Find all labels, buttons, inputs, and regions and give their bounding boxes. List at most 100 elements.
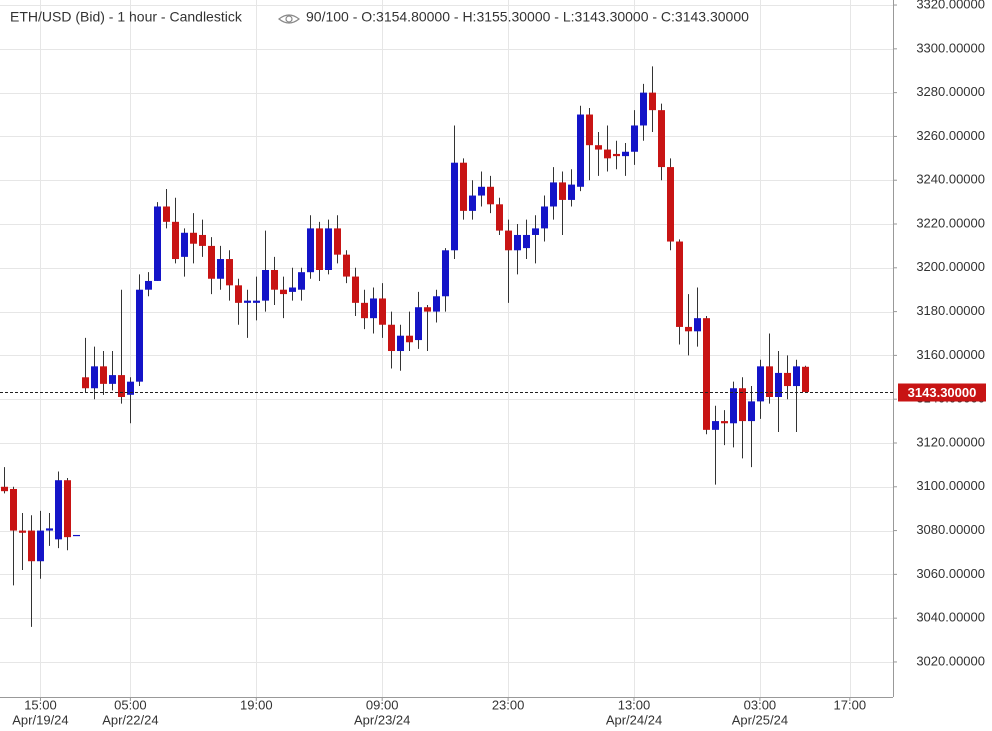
candle-body: [568, 184, 575, 200]
x-date-label: Apr/23/24: [354, 712, 410, 727]
candle-body: [802, 366, 809, 392]
candle-body: [388, 324, 395, 352]
candle-body: [163, 206, 170, 222]
candle-body: [514, 234, 521, 251]
candle-body: [406, 335, 413, 343]
candle-body: [154, 206, 161, 281]
y-tick-label: 3240.00000: [916, 172, 985, 187]
x-date-label: Apr/19/24: [12, 712, 68, 727]
y-tick-label: 3280.00000: [916, 84, 985, 99]
chart-subtitle: 90/100 - O:3154.80000 - H:3155.30000 - L…: [306, 9, 749, 25]
candle-body: [442, 250, 449, 297]
candle-body: [298, 272, 305, 290]
candle-body: [640, 92, 647, 126]
candle-body: [73, 534, 80, 537]
candle-body: [343, 254, 350, 277]
candle-body: [325, 228, 332, 270]
candle-body: [721, 421, 728, 424]
candle-body: [307, 228, 314, 273]
candle-body: [46, 528, 53, 531]
candle-body: [487, 186, 494, 205]
candle-body: [235, 285, 242, 303]
candle-body: [28, 530, 35, 562]
candle-body: [370, 298, 377, 319]
candle-body: [766, 366, 773, 398]
candle-body: [109, 375, 116, 384]
y-axis: 3000.00000 3020.00000 3040.00000 3060.00000…: [893, 0, 985, 712]
candle-body: [379, 298, 386, 325]
candle-body: [253, 300, 260, 303]
x-tick-label: 09:00: [366, 697, 399, 712]
x-date-label: Apr/22/24: [102, 712, 158, 727]
candle-body: [199, 234, 206, 246]
last-price-label: 3143.30000: [908, 385, 977, 400]
y-tick-label: 3080.00000: [916, 522, 985, 537]
candle-body: [784, 372, 791, 387]
candle-body: [181, 232, 188, 257]
candle-body: [118, 375, 125, 398]
y-tick-label: 3100.00000: [916, 478, 985, 493]
last-price-box: [898, 383, 986, 402]
candle-body: [451, 162, 458, 251]
candle-body: [550, 182, 557, 207]
candle-body: [37, 530, 44, 562]
candle-body: [622, 151, 629, 157]
candle-body: [244, 300, 251, 303]
y-tick-label: 3120.00000: [916, 434, 985, 449]
candle-body: [82, 377, 89, 389]
candle-body: [208, 245, 215, 279]
candle-body: [694, 318, 701, 332]
candle-body: [280, 289, 287, 295]
candle-body: [658, 110, 665, 168]
chart-title: ETH/USD (Bid) - 1 hour - Candlestick: [10, 9, 243, 25]
candles: [1, 66, 809, 627]
candle-body: [775, 372, 782, 398]
candle-body: [136, 289, 143, 382]
y-tick-label: 3260.00000: [916, 128, 985, 143]
candle-body: [91, 366, 98, 389]
candle-body: [190, 232, 197, 244]
y-tick-label: 3200.00000: [916, 259, 985, 274]
candle-body: [748, 401, 755, 422]
candle-body: [739, 388, 746, 422]
candle-body: [334, 228, 341, 255]
y-tick-label: 3060.00000: [916, 566, 985, 581]
candle-body: [757, 366, 764, 402]
candle-body: [226, 259, 233, 286]
candle-body: [424, 307, 431, 312]
x-tick-label: 13:00: [618, 697, 651, 712]
candle-body: [532, 228, 539, 235]
candle-body: [604, 149, 611, 159]
candle-body: [271, 269, 278, 290]
x-date-label: Apr/25/24: [732, 712, 788, 727]
y-tick-label: 3320.00000: [916, 0, 985, 11]
candle-body: [730, 388, 737, 424]
candle-body: [541, 206, 548, 229]
candle-body: [469, 195, 476, 211]
candle-body: [397, 335, 404, 352]
candle-body: [712, 421, 719, 430]
candle-body: [289, 287, 296, 292]
candle-body: [433, 296, 440, 312]
candle-body: [586, 114, 593, 146]
candle-body: [127, 381, 134, 395]
candle-body: [145, 280, 152, 290]
candle-body: [316, 228, 323, 270]
candle-body: [667, 167, 674, 242]
x-tick-label: 03:00: [744, 697, 777, 712]
candle-body: [496, 204, 503, 231]
y-tick-label: 3000.00000: [916, 697, 985, 712]
candle-body: [460, 162, 467, 211]
y-tick-label: 3020.00000: [916, 653, 985, 668]
candle-body: [649, 92, 656, 111]
candle-body: [478, 186, 485, 196]
candle-body: [676, 241, 683, 327]
candle-body: [793, 366, 800, 387]
candle-body: [1, 486, 8, 492]
y-tick-label: 3300.00000: [916, 40, 985, 55]
candle-body: [559, 182, 566, 200]
eye-icon: [278, 14, 300, 24]
x-tick-label: 05:00: [114, 697, 147, 712]
candle-body: [10, 488, 17, 531]
last-price-marker: 3143.30000: [0, 383, 986, 402]
